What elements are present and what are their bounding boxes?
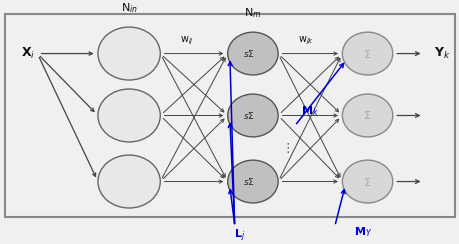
Text: N$_m$: N$_m$: [244, 6, 261, 20]
Ellipse shape: [341, 94, 392, 137]
Text: M$_k$: M$_k$: [301, 104, 319, 118]
Ellipse shape: [98, 89, 160, 142]
Ellipse shape: [98, 27, 160, 80]
Ellipse shape: [341, 32, 392, 75]
Ellipse shape: [98, 155, 160, 208]
Text: $\Sigma$: $\Sigma$: [363, 48, 371, 60]
Text: s$\Sigma$: s$\Sigma$: [243, 48, 255, 59]
Ellipse shape: [341, 160, 392, 203]
Text: $\Sigma$: $\Sigma$: [363, 175, 371, 188]
Text: s$\Sigma$: s$\Sigma$: [243, 176, 255, 187]
Text: s$\Sigma$: s$\Sigma$: [243, 110, 255, 121]
Text: M$_Y$: M$_Y$: [353, 226, 371, 239]
Ellipse shape: [227, 94, 278, 137]
Text: X$_i$: X$_i$: [21, 46, 35, 61]
Text: Y$_k$: Y$_k$: [433, 46, 450, 61]
Ellipse shape: [227, 160, 278, 203]
Ellipse shape: [227, 32, 278, 75]
Text: L$_j$: L$_j$: [233, 228, 244, 244]
Text: $\Sigma$: $\Sigma$: [363, 110, 371, 122]
Text: ⋮: ⋮: [280, 142, 293, 155]
Text: N$_{in}$: N$_{in}$: [120, 1, 137, 15]
Text: w$_{ij}$: w$_{ij}$: [179, 35, 193, 47]
Text: w$_{jk}$: w$_{jk}$: [297, 35, 313, 47]
